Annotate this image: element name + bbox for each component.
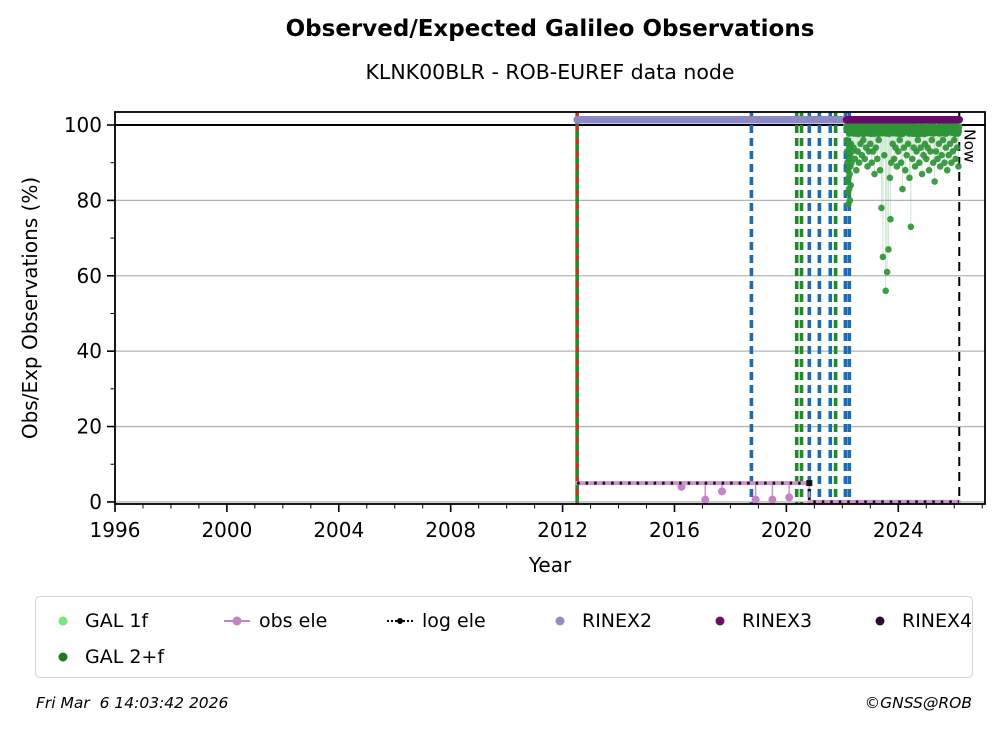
legend-item-rinex2: RINEX2 (547, 610, 707, 632)
legend-item-log-ele: log ele (387, 610, 547, 632)
chart-title: Observed/Expected Galileo Observations (285, 16, 815, 42)
svg-text:2008: 2008 (425, 518, 476, 542)
rinex2-marker-icon (547, 615, 573, 627)
log-ele-marker-icon (387, 615, 413, 627)
svg-text:20: 20 (77, 415, 102, 439)
legend-item-gal-1f: GAL 1f (50, 610, 224, 632)
legend-label: log ele (422, 610, 486, 632)
legend-label: GAL 2+f (85, 646, 165, 668)
copyright: ©GNSS@ROB (864, 694, 972, 712)
legend: GAL 1f obs ele log ele RINEX2 RINEX3 RIN… (35, 596, 973, 678)
svg-text:2004: 2004 (313, 518, 364, 542)
rinex4-marker-icon (867, 615, 893, 627)
svg-text:2000: 2000 (201, 518, 252, 542)
svg-text:0: 0 (89, 490, 102, 514)
svg-text:2012: 2012 (537, 518, 588, 542)
chart-subtitle: KLNK00BLR - ROB-EUREF data node (365, 60, 735, 84)
legend-label: RINEX4 (902, 610, 973, 632)
svg-text:80: 80 (77, 188, 102, 212)
svg-text:40: 40 (77, 339, 102, 363)
plot-timestamp: Fri Mar 6 14:03:42 2026 (36, 694, 229, 712)
legend-label: GAL 1f (85, 610, 149, 632)
svg-text:1996: 1996 (90, 518, 141, 542)
gal-1f-marker-icon (50, 615, 76, 627)
y-axis-label: Obs/Exp Observations (%) (18, 176, 42, 440)
legend-item-obs-ele: obs ele (224, 610, 387, 632)
obs-ele-marker-icon (224, 615, 250, 627)
rinex3-marker-icon (707, 615, 733, 627)
svg-text:2020: 2020 (761, 518, 812, 542)
legend-item-gal-2f: GAL 2+f (50, 646, 224, 668)
legend-label: RINEX3 (742, 610, 813, 632)
plot-area: 1996 2000 2004 2008 2012 2016 2020 2024 0 20 40 60 8… (64, 111, 986, 542)
legend-item-rinex4: RINEX4 (867, 610, 972, 632)
x-axis-label: Year (528, 553, 572, 577)
svg-text:2024: 2024 (873, 518, 924, 542)
now-label: Now (960, 129, 978, 163)
gal-2f-marker-icon (50, 651, 76, 663)
svg-text:60: 60 (77, 264, 102, 288)
legend-label: RINEX2 (582, 610, 653, 632)
svg-text:2016: 2016 (649, 518, 700, 542)
legend-item-rinex3: RINEX3 (707, 610, 867, 632)
svg-text:100: 100 (64, 113, 102, 137)
legend-label: obs ele (259, 610, 328, 632)
